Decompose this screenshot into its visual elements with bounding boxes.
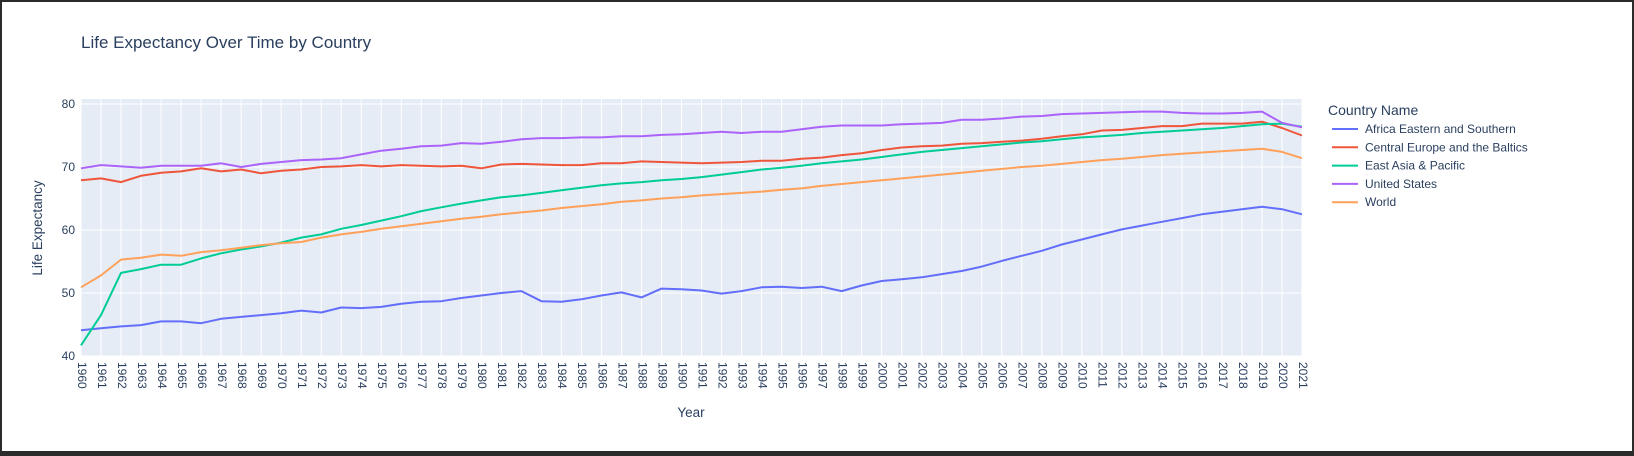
legend-item[interactable]: East Asia & Pacific xyxy=(1332,159,1465,173)
y-tick-label: 50 xyxy=(62,286,76,300)
legend-item[interactable]: United States xyxy=(1332,177,1437,191)
x-tick-label: 1993 xyxy=(735,362,749,389)
x-tick-label: 1960 xyxy=(75,362,89,389)
x-tick-label: 2013 xyxy=(1136,362,1150,389)
y-axis-label: Life Expectancy xyxy=(30,180,45,276)
y-tick-label: 70 xyxy=(62,160,76,174)
x-axis-label: Year xyxy=(677,405,705,420)
x-tick-label: 1983 xyxy=(535,362,549,389)
x-tick-label: 1998 xyxy=(835,362,849,389)
x-tick-label: 2014 xyxy=(1156,362,1170,389)
legend-label: East Asia & Pacific xyxy=(1365,159,1465,173)
x-tick-label: 1990 xyxy=(675,362,689,389)
x-tick-label: 1973 xyxy=(335,362,349,389)
x-tick-label: 2004 xyxy=(956,362,970,389)
x-tick-label: 1967 xyxy=(215,362,229,389)
x-tick-label: 2007 xyxy=(1016,362,1030,389)
x-tick-label: 1964 xyxy=(155,362,169,389)
x-tick-label: 2009 xyxy=(1056,362,1070,389)
legend-item[interactable]: Central Europe and the Baltics xyxy=(1332,140,1528,154)
x-tick-label: 1982 xyxy=(515,362,529,389)
x-tick-label: 1974 xyxy=(355,362,369,389)
x-tick-label: 2016 xyxy=(1196,362,1210,389)
x-tick-label: 2005 xyxy=(976,362,990,389)
x-tick-label: 2010 xyxy=(1076,362,1090,389)
x-tick-label: 1988 xyxy=(635,362,649,389)
x-tick-label: 1975 xyxy=(375,362,389,389)
y-tick-label: 40 xyxy=(62,349,76,363)
legend-label: Africa Eastern and Southern xyxy=(1365,122,1516,136)
x-tick-label: 1970 xyxy=(275,362,289,389)
y-gridlines xyxy=(81,103,1302,357)
x-tick-label: 2006 xyxy=(996,362,1010,389)
series-line-east-asia-pacific[interactable] xyxy=(80,122,1303,346)
x-tick-label: 1981 xyxy=(495,362,509,389)
legend-item[interactable]: Africa Eastern and Southern xyxy=(1332,122,1516,136)
x-tick-label: 1961 xyxy=(95,362,109,389)
series-line-central-europe-and-the-baltics[interactable] xyxy=(80,120,1303,184)
x-tick-label: 1989 xyxy=(655,362,669,389)
x-tick-label: 1997 xyxy=(815,362,829,389)
plot-area xyxy=(81,99,1302,356)
x-tick-label: 2011 xyxy=(1096,362,1110,388)
y-tick-label: 80 xyxy=(62,97,76,111)
x-tick-label: 1987 xyxy=(615,362,629,389)
x-tick-label: 1972 xyxy=(315,362,329,389)
x-tick-label: 2001 xyxy=(896,362,910,389)
x-tick-label: 1966 xyxy=(195,362,209,389)
x-tick-label: 2015 xyxy=(1176,362,1190,389)
x-tick-label: 2012 xyxy=(1116,362,1130,389)
x-tick-label: 2020 xyxy=(1276,362,1290,389)
x-tick-label: 1963 xyxy=(135,362,149,389)
x-tick-label: 1962 xyxy=(115,362,129,389)
x-tick-label: 1986 xyxy=(595,362,609,389)
series-line-world[interactable] xyxy=(80,147,1303,289)
legend-label: Central Europe and the Baltics xyxy=(1365,140,1528,154)
x-tick-label: 1991 xyxy=(695,362,709,389)
x-tick-labels: 1960 1961 1962 1963 1964 1965 1966 1967 1968 1969… xyxy=(75,362,1310,389)
x-tick-label: 1999 xyxy=(855,362,869,389)
x-tick-label: 1965 xyxy=(175,362,189,389)
x-tick-label: 2017 xyxy=(1216,362,1230,389)
x-tick-label: 1968 xyxy=(235,362,249,389)
x-tick-label: 1971 xyxy=(295,362,309,389)
x-tick-label: 2008 xyxy=(1036,362,1050,389)
x-tick-label: 1979 xyxy=(455,362,469,389)
series-lines xyxy=(80,110,1303,346)
x-tick-label: 1985 xyxy=(575,362,589,389)
x-tick-label: 1992 xyxy=(715,362,729,389)
legend-title: Country Name xyxy=(1328,102,1418,118)
x-tick-label: 2002 xyxy=(916,362,930,389)
x-tick-label: 2019 xyxy=(1256,362,1270,389)
x-tick-label: 1969 xyxy=(255,362,269,389)
x-tick-label: 1980 xyxy=(475,362,489,389)
x-tick-label: 1995 xyxy=(775,362,789,389)
legend-label: World xyxy=(1365,195,1396,209)
x-tick-label: 2003 xyxy=(936,362,950,389)
x-tick-label: 2000 xyxy=(875,362,889,389)
y-tick-label: 60 xyxy=(62,223,76,237)
x-tick-label: 1994 xyxy=(755,362,769,389)
x-tick-label: 1977 xyxy=(415,362,429,389)
x-tick-label: 1978 xyxy=(435,362,449,389)
x-tick-label: 1996 xyxy=(795,362,809,389)
series-line-united-states[interactable] xyxy=(80,110,1303,170)
series-line-africa-eastern-and-southern[interactable] xyxy=(80,205,1303,332)
chart-title: Life Expectancy Over Time by Country xyxy=(81,33,372,52)
x-tick-label: 1976 xyxy=(395,362,409,389)
legend-label: United States xyxy=(1365,177,1437,191)
x-tick-label: 1984 xyxy=(555,362,569,389)
x-tick-label: 2021 xyxy=(1296,362,1310,389)
x-gridlines xyxy=(80,99,1303,356)
x-tick-label: 2018 xyxy=(1236,362,1250,389)
legend[interactable]: Country Name Africa Eastern and Southern… xyxy=(1328,102,1528,209)
y-tick-labels: 40 50 60 70 80 xyxy=(62,97,76,363)
legend-item[interactable]: World xyxy=(1332,195,1396,209)
